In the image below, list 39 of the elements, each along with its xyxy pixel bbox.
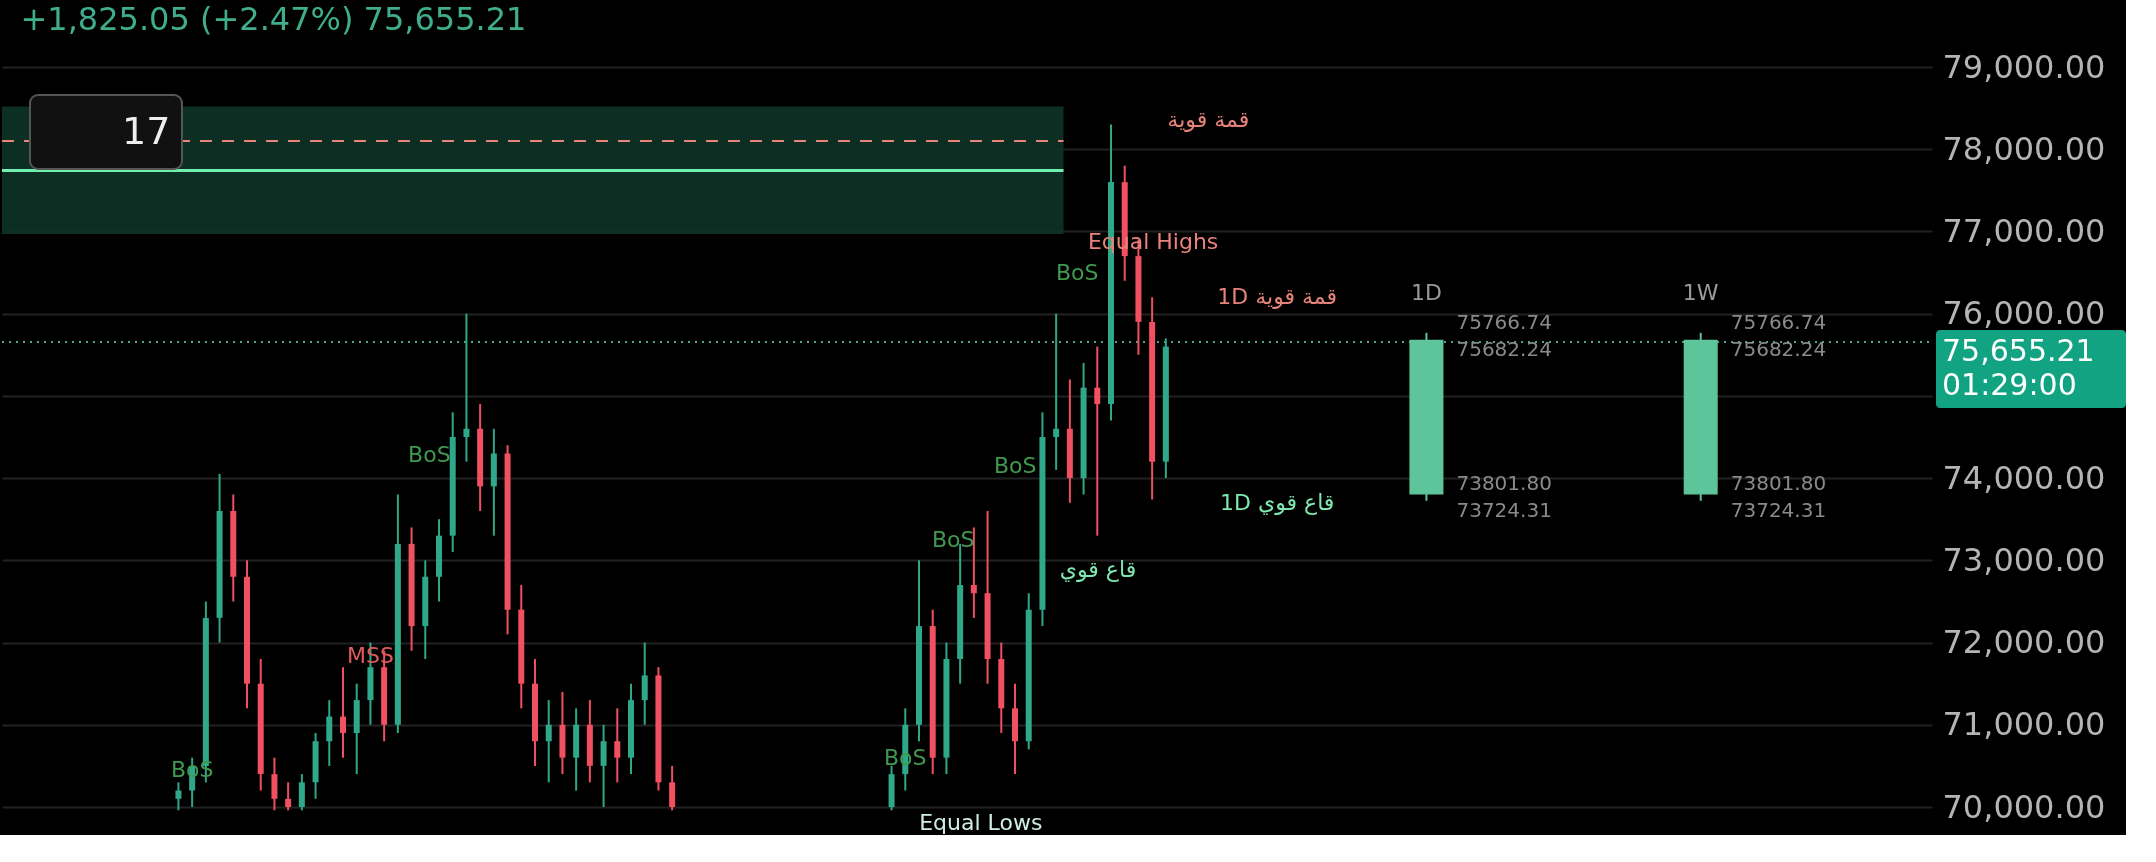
annotation: 75766.74 bbox=[1456, 309, 1552, 334]
x-tick-label: 1D bbox=[1410, 279, 1442, 305]
y-tick-label: 79,000.00 bbox=[1942, 47, 2106, 86]
candlestick bbox=[545, 699, 552, 784]
annotation: 73724.31 bbox=[1456, 497, 1552, 522]
annotation: BoS bbox=[993, 452, 1037, 478]
y-tick-label: 70,000.00 bbox=[1942, 787, 2106, 826]
annotation: BoS bbox=[408, 442, 451, 468]
annotation: 73801.80 bbox=[1456, 471, 1552, 496]
y-tick-label: 73,000.00 bbox=[1942, 540, 2106, 579]
annotation: 17 bbox=[122, 109, 171, 153]
annotation: 1D قاع قوي bbox=[1219, 489, 1335, 515]
annotation: 75682.24 bbox=[1730, 336, 1827, 361]
chart-title: +1,825.05 (+2.47%) 75,655.21 bbox=[20, 0, 527, 38]
annotation: 75682.24 bbox=[1456, 336, 1552, 361]
annotation: 73724.31 bbox=[1730, 497, 1827, 522]
candlestick bbox=[1094, 345, 1101, 537]
ref-line-label: 75,655.21 bbox=[1942, 333, 2095, 369]
y-tick-label: 77,000.00 bbox=[1942, 211, 2106, 250]
y-tick-label: 76,000.00 bbox=[1942, 294, 2106, 333]
annotation: BoS bbox=[1056, 259, 1099, 285]
annotation: 75766.74 bbox=[1730, 309, 1827, 334]
y-tick-label: 72,000.00 bbox=[1942, 623, 2106, 662]
annotation: قمة قوية bbox=[1167, 107, 1250, 133]
y-tick-label: 74,000.00 bbox=[1942, 458, 2106, 497]
candlestick bbox=[175, 781, 182, 812]
candlestick bbox=[340, 666, 346, 759]
annotation: قاع قوي bbox=[1059, 557, 1137, 583]
y-tick-label: 71,000.00 bbox=[1942, 705, 2106, 744]
annotation: 73801.80 bbox=[1730, 471, 1827, 496]
candlestick bbox=[285, 781, 292, 812]
annotation: 1D قمة قوية bbox=[1217, 284, 1338, 310]
x-tick-label: 1W bbox=[1682, 279, 1719, 305]
y-tick-label: 78,000.00 bbox=[1942, 129, 2106, 168]
candlestick bbox=[614, 707, 621, 784]
text: 01:29:00 bbox=[1942, 367, 2077, 403]
candlestick bbox=[463, 312, 470, 463]
candlestick bbox=[1053, 312, 1060, 471]
text: Equal Lows bbox=[919, 810, 1043, 836]
